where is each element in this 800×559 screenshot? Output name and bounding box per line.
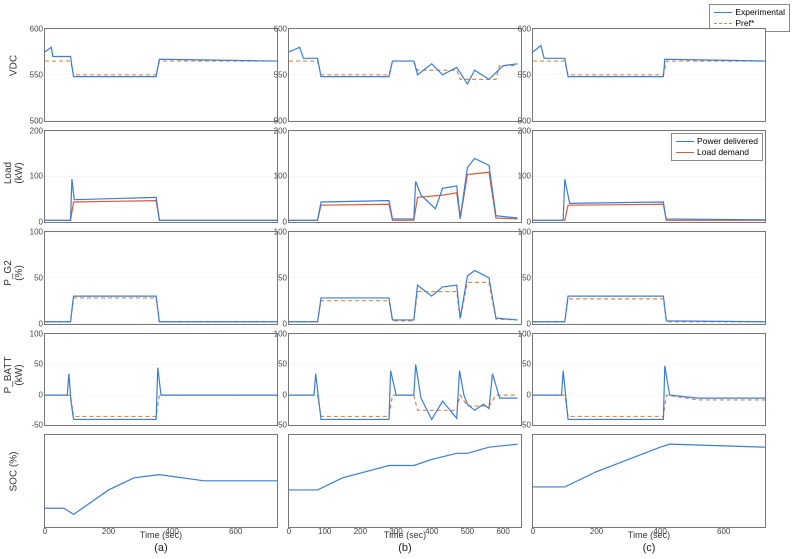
panel-load-b: 0100200	[288, 130, 522, 224]
xlabel-c: Time (sec)	[532, 530, 766, 540]
ytick: -50	[519, 421, 533, 430]
ytick: 100	[274, 172, 289, 181]
ytick: 50	[522, 360, 533, 369]
panel-pbatt-b: -50050100	[288, 333, 522, 427]
collabel-b: (b)	[288, 542, 522, 554]
panel-pg2-b: 050100	[288, 231, 522, 325]
ytick: 500	[518, 116, 533, 125]
ytick: 0	[283, 319, 289, 328]
xlabel-a: Time (sec)	[44, 530, 278, 540]
ytick: 100	[518, 172, 533, 181]
ytick: 0	[39, 390, 45, 399]
panel-soc-c: 0200400600	[532, 434, 766, 528]
panel-vdc-c: 500550600	[532, 28, 766, 122]
ytick: 0	[283, 390, 289, 399]
panel-load-a: 0100200	[44, 130, 278, 224]
ytick: 50	[278, 360, 289, 369]
ytick: 100	[274, 329, 289, 338]
ytick: 0	[283, 218, 289, 227]
panel-pbatt-c: -50050100	[532, 333, 766, 427]
ytick: 500	[30, 116, 45, 125]
legend-item-experimental: Experimental	[735, 7, 785, 17]
ytick: 200	[30, 126, 45, 135]
ytick: 550	[518, 70, 533, 79]
ytick: 50	[278, 273, 289, 282]
ytick: 500	[274, 116, 289, 125]
ytick: 600	[518, 25, 533, 34]
ytick: 600	[30, 25, 45, 34]
ytick: 550	[274, 70, 289, 79]
ytick: 0	[39, 218, 45, 227]
panel-vdc-b: 500550600	[288, 28, 522, 122]
panel-pg2-c: 050100	[532, 231, 766, 325]
panel-pg2-a: 050100	[44, 231, 278, 325]
ytick: 100	[30, 329, 45, 338]
ylabel-vdc: VDC	[9, 46, 20, 86]
ytick: 100	[518, 228, 533, 237]
ylabel-load: Load (kW)	[3, 153, 25, 193]
panel-soc-b: 0100200300400500600	[288, 434, 522, 528]
ytick: 600	[274, 25, 289, 34]
panel-vdc-a: 500550600	[44, 28, 278, 122]
ylabel-pg2: P_G2 (%)	[3, 253, 25, 293]
ytick: 100	[518, 329, 533, 338]
ytick: 100	[30, 172, 45, 181]
ytick: 50	[522, 273, 533, 282]
ytick: 100	[30, 228, 45, 237]
ylabel-soc: SOC (%)	[9, 452, 20, 492]
panel-load-c: 0100200Power deliveredLoad demand	[532, 130, 766, 224]
legend-row2: Power deliveredLoad demand	[671, 133, 763, 161]
ytick: 50	[34, 273, 45, 282]
ytick: 100	[274, 228, 289, 237]
xlabel-b: Time (sec)	[288, 530, 522, 540]
subplot-grid: 5005506005005506005005506000100200010020…	[44, 28, 766, 528]
ytick: 0	[39, 319, 45, 328]
ylabel-pbatt: P_BATT (kW)	[3, 355, 25, 395]
panel-soc-a: 0200400600	[44, 434, 278, 528]
legend-item-pref: Pref*	[735, 18, 754, 28]
ytick: 0	[527, 319, 533, 328]
ytick: -50	[275, 421, 289, 430]
ytick: 550	[30, 70, 45, 79]
collabel-a: (a)	[44, 542, 278, 554]
ytick: 50	[34, 360, 45, 369]
ytick: -50	[31, 421, 45, 430]
panel-pbatt-a: -50050100	[44, 333, 278, 427]
ytick: 0	[527, 218, 533, 227]
ytick: 200	[518, 126, 533, 135]
collabel-c: (c)	[532, 542, 766, 554]
ytick: 0	[527, 390, 533, 399]
ytick: 200	[274, 126, 289, 135]
